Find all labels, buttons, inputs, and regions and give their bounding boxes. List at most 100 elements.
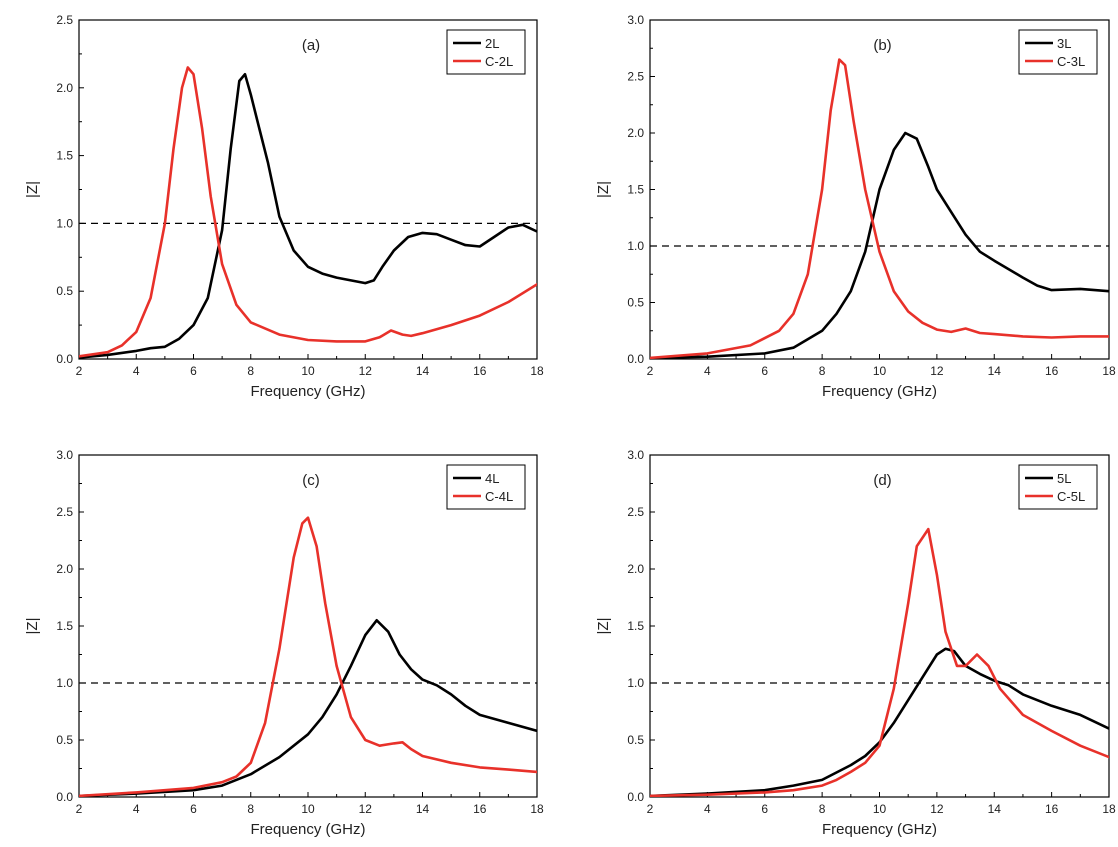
y-tick-label: 1.0 [627, 239, 644, 253]
y-axis: 0.0 0.5 1.0 1.5 2.0 2.5 [56, 13, 84, 366]
legend: 5L C-5L [1018, 464, 1098, 510]
y-tick-label: 1.5 [627, 619, 644, 633]
series-line-3l [650, 131, 1109, 359]
y-tick-label: 3.0 [56, 448, 73, 462]
series-line-c-2l [79, 66, 537, 358]
x-tick-label: 10 [873, 802, 887, 816]
y-tick-label: 1.5 [56, 619, 73, 633]
x-tick-label: 14 [988, 364, 1002, 378]
x-tick-label: 10 [301, 802, 315, 816]
y-tick-label: 1.0 [56, 676, 73, 690]
y-axis-title: |Z| [24, 618, 41, 635]
x-tick-label: 18 [1102, 364, 1116, 378]
x-tick-label: 8 [247, 364, 254, 378]
x-tick-label: 12 [359, 802, 373, 816]
x-tick-label: 18 [530, 802, 544, 816]
x-tick-label: 18 [530, 364, 544, 378]
x-tick-label: 6 [761, 364, 768, 378]
x-tick-label: 12 [930, 364, 944, 378]
x-axis-title: Frequency (GHz) [822, 821, 937, 838]
series-line-5l [650, 647, 1109, 797]
y-tick-label: 1.5 [627, 183, 644, 197]
x-tick-label: 14 [416, 802, 430, 816]
legend-box [1018, 29, 1098, 75]
y-axis: 0.0 0.5 1.0 1.5 2.0 2.5 3.0 [56, 448, 84, 804]
x-tick-label: 12 [930, 802, 944, 816]
y-tick-label: 0.0 [627, 790, 644, 804]
legend-label: 2L [485, 36, 499, 51]
x-tick-label: 10 [873, 364, 887, 378]
x-axis-title: Frequency (GHz) [250, 821, 365, 838]
x-tick-label: 2 [76, 802, 83, 816]
panel-label: (c) [302, 472, 320, 489]
x-tick-label: 10 [301, 364, 315, 378]
series-line-4l [79, 618, 537, 797]
legend-box [1018, 464, 1098, 510]
x-tick-label: 4 [704, 364, 711, 378]
y-tick-label: 2.0 [56, 562, 73, 576]
chart-panel-4: 2 4 6 8 10 12 14 16 18 0.0 0.5 1.0 1.5 2.0 2.5 3.0 Frequ… [595, 448, 1116, 838]
x-axis: 2 4 6 8 10 12 14 16 18 [647, 354, 1116, 378]
legend-label: C-4L [485, 489, 513, 504]
legend-label: C-3L [1057, 54, 1085, 69]
x-tick-label: 12 [359, 364, 373, 378]
chart-panel-1: 2 4 6 8 10 12 14 16 18 0.0 0.5 1.0 1.5 2.0 2.5 Frequenc… [24, 13, 544, 400]
legend-label: C-2L [485, 54, 513, 69]
y-tick-label: 0.5 [627, 296, 644, 310]
x-tick-label: 8 [247, 802, 254, 816]
x-tick-label: 4 [704, 802, 711, 816]
y-tick-label: 2.0 [627, 562, 644, 576]
series-line-c-3l [650, 58, 1109, 359]
x-tick-label: 2 [647, 364, 654, 378]
y-axis-title: |Z| [595, 618, 612, 635]
y-axis-title: |Z| [24, 181, 41, 198]
chart-panel-2: 2 4 6 8 10 12 14 16 18 0.0 0.5 1.0 1.5 2.0 2.5 3.0 Frequ… [595, 13, 1116, 400]
legend-box [446, 464, 526, 510]
x-tick-label: 16 [473, 802, 487, 816]
y-tick-label: 2.0 [627, 126, 644, 140]
legend-label: C-5L [1057, 489, 1085, 504]
x-tick-label: 2 [76, 364, 83, 378]
legend: 2L C-2L [446, 29, 526, 75]
y-tick-label: 3.0 [627, 448, 644, 462]
chart-panel-3: 2 4 6 8 10 12 14 16 18 0.0 0.5 1.0 1.5 2.0 2.5 3.0 Frequ… [24, 448, 544, 838]
legend: 4L C-4L [446, 464, 526, 510]
x-tick-label: 8 [819, 364, 826, 378]
x-tick-label: 4 [133, 802, 140, 816]
x-tick-label: 14 [988, 802, 1002, 816]
series-line-c-5l [650, 527, 1109, 797]
y-tick-label: 1.0 [56, 216, 73, 230]
x-axis: 2 4 6 8 10 12 14 16 18 [76, 792, 544, 816]
x-axis: 2 4 6 8 10 12 14 16 18 [647, 792, 1116, 816]
y-tick-label: 2.5 [627, 70, 644, 84]
y-tick-label: 2.0 [56, 81, 73, 95]
y-tick-label: 2.5 [56, 13, 73, 27]
legend-label: 5L [1057, 471, 1071, 486]
y-axis: 0.0 0.5 1.0 1.5 2.0 2.5 3.0 [627, 448, 655, 804]
y-tick-label: 1.0 [627, 676, 644, 690]
panel-label: (a) [302, 37, 320, 54]
legend-label: 4L [485, 471, 499, 486]
y-axis-title: |Z| [595, 181, 612, 198]
x-tick-label: 4 [133, 364, 140, 378]
y-axis: 0.0 0.5 1.0 1.5 2.0 2.5 3.0 [627, 13, 655, 366]
panel-label: (b) [873, 37, 891, 54]
y-tick-label: 2.5 [627, 505, 644, 519]
x-tick-label: 16 [1045, 802, 1059, 816]
y-tick-label: 1.5 [56, 149, 73, 163]
legend-label: 3L [1057, 36, 1071, 51]
y-tick-label: 0.0 [56, 352, 73, 366]
panel-label: (d) [873, 472, 891, 489]
y-tick-label: 0.0 [627, 352, 644, 366]
y-tick-label: 0.0 [56, 790, 73, 804]
y-tick-label: 0.5 [627, 733, 644, 747]
x-tick-label: 16 [1045, 364, 1059, 378]
x-tick-label: 14 [416, 364, 430, 378]
series-line-2l [79, 72, 537, 359]
x-axis-title: Frequency (GHz) [822, 383, 937, 400]
x-tick-label: 6 [190, 364, 197, 378]
x-tick-label: 2 [647, 802, 654, 816]
x-tick-label: 6 [761, 802, 768, 816]
legend-box [446, 29, 526, 75]
series-line-c-4l [79, 516, 537, 797]
